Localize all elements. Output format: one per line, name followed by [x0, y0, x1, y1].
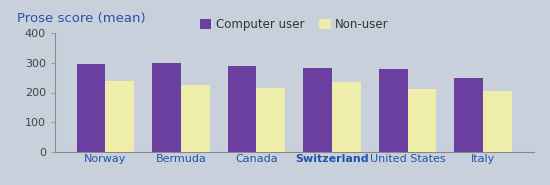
Bar [228, 66, 256, 152]
Bar [181, 85, 210, 152]
Bar [408, 89, 436, 152]
Bar [483, 91, 512, 152]
Bar [152, 63, 181, 152]
Text: Prose score (mean): Prose score (mean) [16, 12, 145, 25]
Bar [379, 69, 408, 152]
Bar [106, 81, 134, 152]
Bar [332, 82, 361, 152]
Bar [303, 68, 332, 152]
Bar [454, 78, 483, 152]
Bar [77, 64, 106, 152]
Legend: Computer user, Non-user: Computer user, Non-user [200, 18, 389, 31]
Bar [256, 88, 285, 152]
